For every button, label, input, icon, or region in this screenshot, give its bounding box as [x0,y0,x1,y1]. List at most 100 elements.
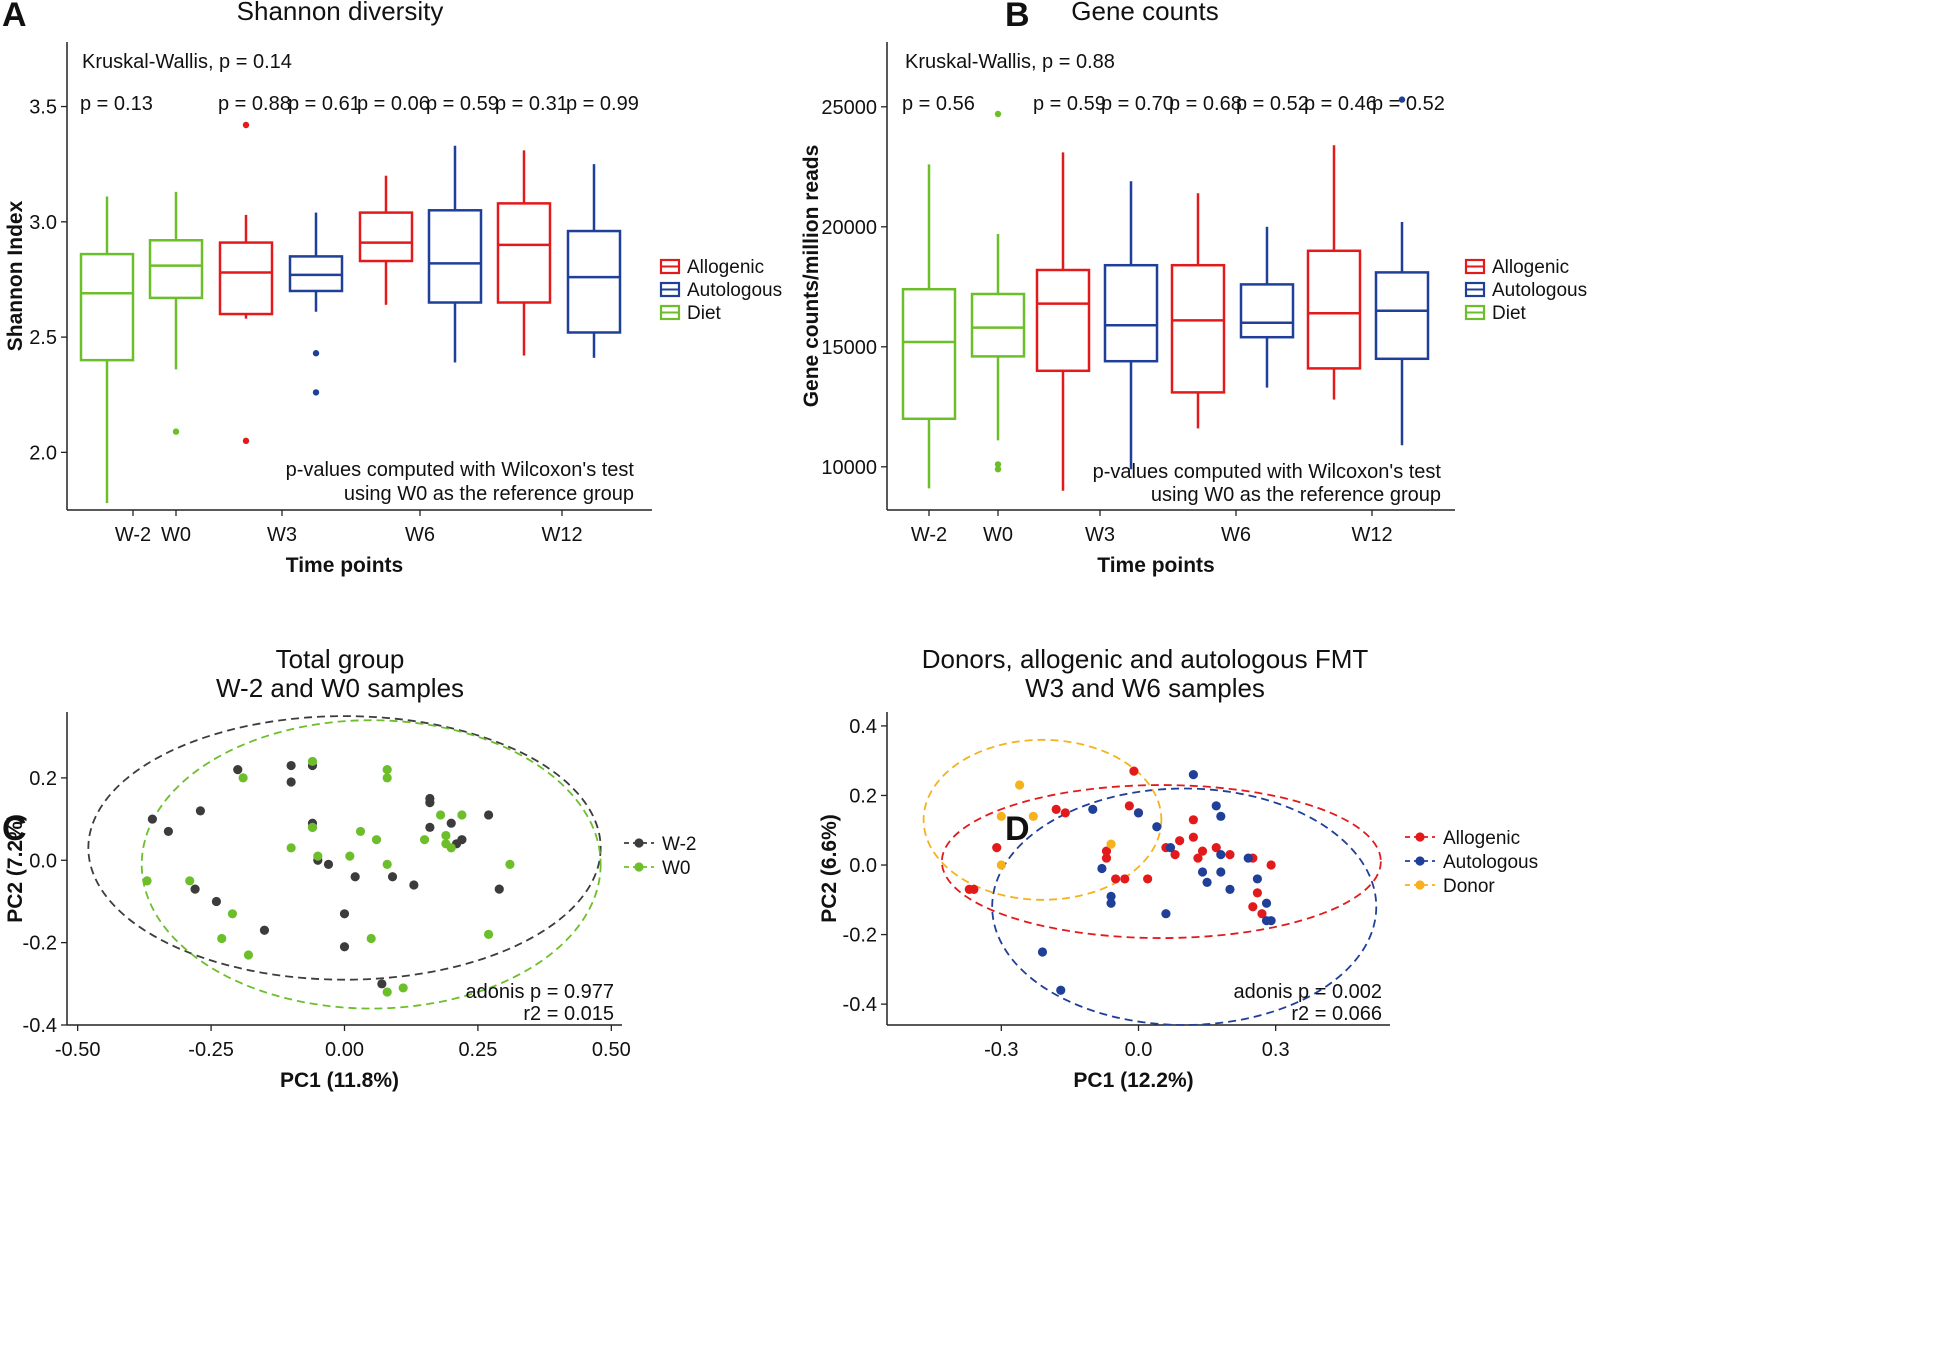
panel-b-ytick-label: 10000 [821,457,877,479]
scatter-point [1188,815,1198,825]
scatter-point [163,826,173,837]
legend-label: Autologous [687,280,782,301]
panel-d-xtick-label: -0.3 [984,1039,1018,1061]
panel-b-pvalue: p = 0.52 [1372,93,1445,115]
panel-c-ytick-label: -0.2 [23,933,57,955]
scatter-point [1248,902,1258,912]
scatter-point [1257,909,1267,919]
panel-d-title-line1: Donors, allogenic and autologous FMT [922,644,1369,674]
box-iqr-rect [1035,268,1091,373]
panel-a-box-w12-allogenic [496,150,552,356]
panel-b-legend-item-diet: Diet [1464,303,1527,324]
scatter-point [355,826,366,837]
panel-d-legend-item-autologous: Autologous [1405,852,1538,873]
panel-b-legend-item-autologous: Autologous [1464,280,1587,301]
scatter-point [996,860,1006,870]
scatter-point [185,876,195,886]
panel-c-ytick-label: 0.0 [29,850,57,872]
scatter-point [387,872,398,882]
panel-letter-b: B [1005,0,1030,34]
panel-b-box-w3-allogenic [1035,152,1091,491]
box-iqr-rect [1103,263,1159,363]
panel-c-adonis-note: adonis p = 0.977 [466,981,614,1003]
panel-c-xtick-label: 0.00 [325,1039,364,1061]
scatter-point [339,942,350,952]
scatter-point [243,950,254,960]
panel-a-wilcoxon-note: using W0 as the reference group [344,483,634,505]
panel-a-shannon-boxplot: Shannon diversity 2.0 2.5 3.0 3.5 Shannon Ind… [4,0,782,577]
scatter-point [1225,849,1235,860]
box-outlier-point [994,466,1002,473]
panel-c-legend-item-w-2: W-2 [624,834,696,855]
panel-a-ytick-label: 2.0 [29,442,57,464]
scatter-point [1266,860,1276,870]
scatter-point [217,933,227,944]
panel-b-ytick-label: 15000 [821,337,877,359]
panel-c-adonis-note: r2 = 0.015 [523,1003,614,1025]
scatter-point [1060,808,1070,818]
panel-a-xtick-label: W12 [541,524,582,546]
scatter-point [1261,898,1272,908]
scatter-point [1216,811,1226,821]
scatter-point [1129,766,1139,776]
scatter-point [435,810,446,820]
panel-a-pvalue: p = 0.61 [288,93,361,115]
panel-a-ytick-label: 2.5 [29,327,57,349]
scatter-point [996,811,1006,821]
panel-c-ellipse-w-2 [87,715,602,981]
panel-b-xtick-label: W-2 [911,524,947,546]
panel-d-series-autologous [1037,770,1276,995]
box-iqr-rect [901,287,957,421]
scatter-point [1193,853,1203,863]
legend-dot-key [1415,880,1425,890]
legend-label: Autologous [1492,280,1587,301]
panel-d-ytick-label: 0.4 [849,716,877,738]
panel-b-legend-item-allogenic: Allogenic [1464,257,1569,278]
panel-b-ylabel: Gene counts/million reads [800,145,823,408]
panel-a-box-w3-autologous [288,212,344,396]
scatter-point [371,835,382,845]
scatter-point [1170,849,1180,860]
scatter-point [286,843,296,853]
box-iqr-rect [218,241,274,316]
panel-letter-d: D [1005,810,1030,848]
panel-b-pvalue: p = 0.52 [1236,93,1309,115]
scatter-point [1088,804,1098,814]
panel-b-xtick-label: W0 [983,524,1013,546]
panel-d-ytick-label: 0.2 [849,785,877,807]
box-outlier-point [994,110,1002,118]
panel-b-title: Gene counts [1071,0,1218,26]
scatter-point [377,979,387,989]
scatter-point [1028,811,1038,821]
scatter-point [969,884,979,894]
scatter-point [1188,832,1198,842]
scatter-point [992,843,1002,853]
panel-a-ylabel: Shannon Index [4,200,27,351]
panel-c-title-line1: Total group [276,644,405,674]
scatter-point [259,925,270,935]
scatter-point [1202,877,1212,888]
scatter-point [425,798,435,808]
scatter-point [147,814,157,824]
panel-c-xtick-label: -0.50 [55,1039,101,1061]
scatter-point [1197,846,1208,856]
scatter-point [457,835,467,845]
scatter-point [286,760,296,771]
legend-dot-key [634,862,644,872]
panel-b-box-w6-autologous [1239,226,1295,388]
legend-label: Allogenic [1443,828,1520,849]
scatter-point [350,872,360,882]
scatter-point [227,909,238,919]
scatter-point [446,818,456,828]
panel-c-ylabel: PC2 (7.2%) [4,814,27,923]
legend-label: Diet [1492,303,1527,324]
panel-b-ytick-label: 25000 [821,97,877,119]
panel-a-ytick-label: 3.0 [29,212,57,234]
legend-label: Donor [1443,876,1495,897]
panel-d-legend-item-donor: Donor [1405,876,1495,897]
panel-b-box-w6-allogenic [1170,193,1226,429]
box-iqr-rect [79,252,135,362]
scatter-point [1120,874,1130,884]
box-iqr-rect [1239,283,1295,339]
